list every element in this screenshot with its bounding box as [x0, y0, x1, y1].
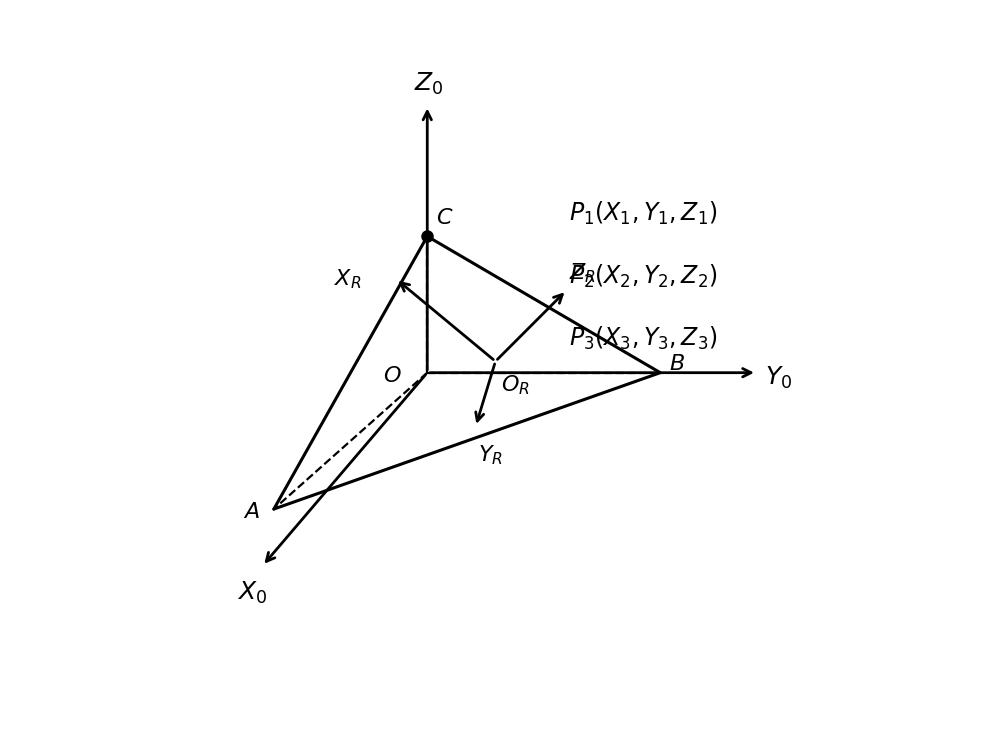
Text: $P_2(X_2,Y_2,Z_2)$: $P_2(X_2,Y_2,Z_2)$	[569, 263, 718, 290]
Text: $A$: $A$	[243, 502, 260, 522]
Text: $X_0$: $X_0$	[237, 580, 267, 607]
Text: $O$: $O$	[383, 365, 402, 385]
Text: $X_R$: $X_R$	[334, 267, 362, 291]
Text: $B$: $B$	[669, 354, 685, 374]
Text: $O_R$: $O_R$	[501, 374, 530, 398]
Text: $Y_R$: $Y_R$	[478, 444, 503, 467]
Text: $Z_0$: $Z_0$	[414, 71, 443, 97]
Text: $Z_R$: $Z_R$	[569, 261, 596, 285]
Text: $C$: $C$	[436, 208, 453, 228]
Text: $P_1(X_1,Y_1,Z_1)$: $P_1(X_1,Y_1,Z_1)$	[569, 200, 718, 227]
Text: $P_3(X_3,Y_3,Z_3)$: $P_3(X_3,Y_3,Z_3)$	[569, 325, 718, 352]
Text: $Y_0$: $Y_0$	[765, 365, 793, 391]
